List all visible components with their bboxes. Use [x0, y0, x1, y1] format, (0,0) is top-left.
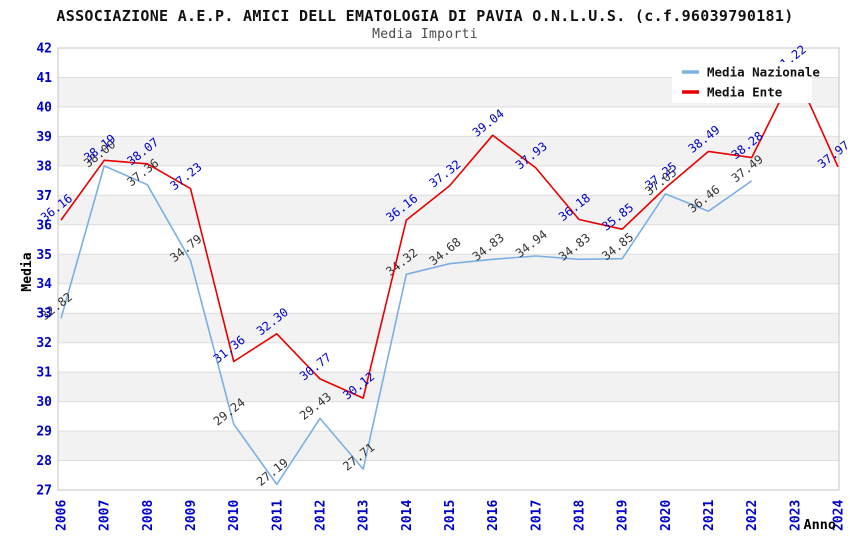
- x-axis-tick-label: 2010: [227, 500, 242, 531]
- x-axis-title: Anno: [803, 517, 836, 533]
- series-line-media-nazionale: [60, 165, 753, 486]
- grid-band: [58, 165, 839, 196]
- grid-band: [58, 431, 839, 461]
- legend: Media Nazionale Media Ente: [672, 62, 820, 103]
- x-axis-tick-label: 2011: [270, 500, 285, 531]
- x-axis-tick-label: 2023: [788, 500, 803, 531]
- y-axis-tick-label: 38: [36, 159, 52, 174]
- x-axis-tick-label: 2019: [616, 500, 631, 531]
- x-axis-tick-label: 2020: [659, 500, 674, 531]
- grid-band: [58, 342, 839, 373]
- grid-band: [58, 313, 839, 343]
- grid-band: [58, 195, 839, 225]
- y-axis-tick-label: 42: [36, 42, 52, 57]
- x-axis-tick-label: 2007: [98, 500, 113, 531]
- y-axis-tick-label: 35: [36, 248, 52, 263]
- y-axis-tick-label: 30: [36, 395, 52, 410]
- y-axis-tick-label: 29: [36, 425, 52, 440]
- x-axis-tick-label: 2008: [141, 500, 156, 531]
- y-axis-tick-label: 27: [36, 484, 52, 499]
- x-axis-tick-label: 2012: [314, 500, 329, 531]
- x-axis-tick-label: 2014: [400, 500, 415, 531]
- x-axis-tick-label: 2016: [486, 500, 501, 531]
- x-axis-tick-label: 2009: [184, 500, 199, 531]
- y-axis-tick-label: 40: [36, 100, 52, 115]
- x-axis-tick-label: 2006: [55, 500, 70, 531]
- y-axis-tick-label: 31: [36, 366, 52, 381]
- grid-band: [58, 254, 839, 284]
- grid-band: [58, 460, 839, 490]
- series-line-media-ente: [60, 70, 839, 399]
- x-axis-tick-label: 2022: [745, 500, 760, 531]
- x-axis-tick-label: 2013: [357, 500, 372, 531]
- y-axis-tick-label: 34: [36, 277, 52, 292]
- x-axis-tick-label: 2015: [443, 500, 458, 531]
- y-axis-title: Media: [20, 252, 35, 291]
- y-axis-tick-label: 33: [36, 307, 52, 322]
- grid-band: [58, 106, 839, 137]
- grid-band: [58, 283, 839, 314]
- x-axis-tick-label: 2024: [832, 500, 847, 531]
- legend-box: [672, 62, 812, 103]
- chart-title: ASSOCIAZIONE A.E.P. AMICI DELL EMATOLOGI…: [56, 7, 794, 25]
- grid-band: [58, 224, 839, 255]
- y-axis-tick-label: 32: [36, 336, 52, 351]
- x-axis-tick-label: 2021: [702, 500, 717, 531]
- chart-subtitle: Media Importi: [372, 27, 478, 42]
- y-axis-tick-label: 36: [36, 218, 52, 233]
- y-axis-tick-label: 41: [36, 71, 52, 86]
- y-axis-tick-label: 28: [36, 454, 52, 469]
- y-axis-tick-label: 39: [36, 130, 52, 145]
- plot-frame: [57, 47, 840, 491]
- y-axis-tick-label: 37: [36, 189, 52, 204]
- grid-band: [58, 372, 839, 402]
- legend-label-media-nazionale: Media Nazionale: [707, 65, 820, 80]
- x-axis-tick-label: 2018: [573, 500, 588, 531]
- legend-label-media-ente: Media Ente: [707, 85, 783, 100]
- x-axis-tick-label: 2017: [529, 500, 544, 531]
- grid-band: [58, 401, 839, 432]
